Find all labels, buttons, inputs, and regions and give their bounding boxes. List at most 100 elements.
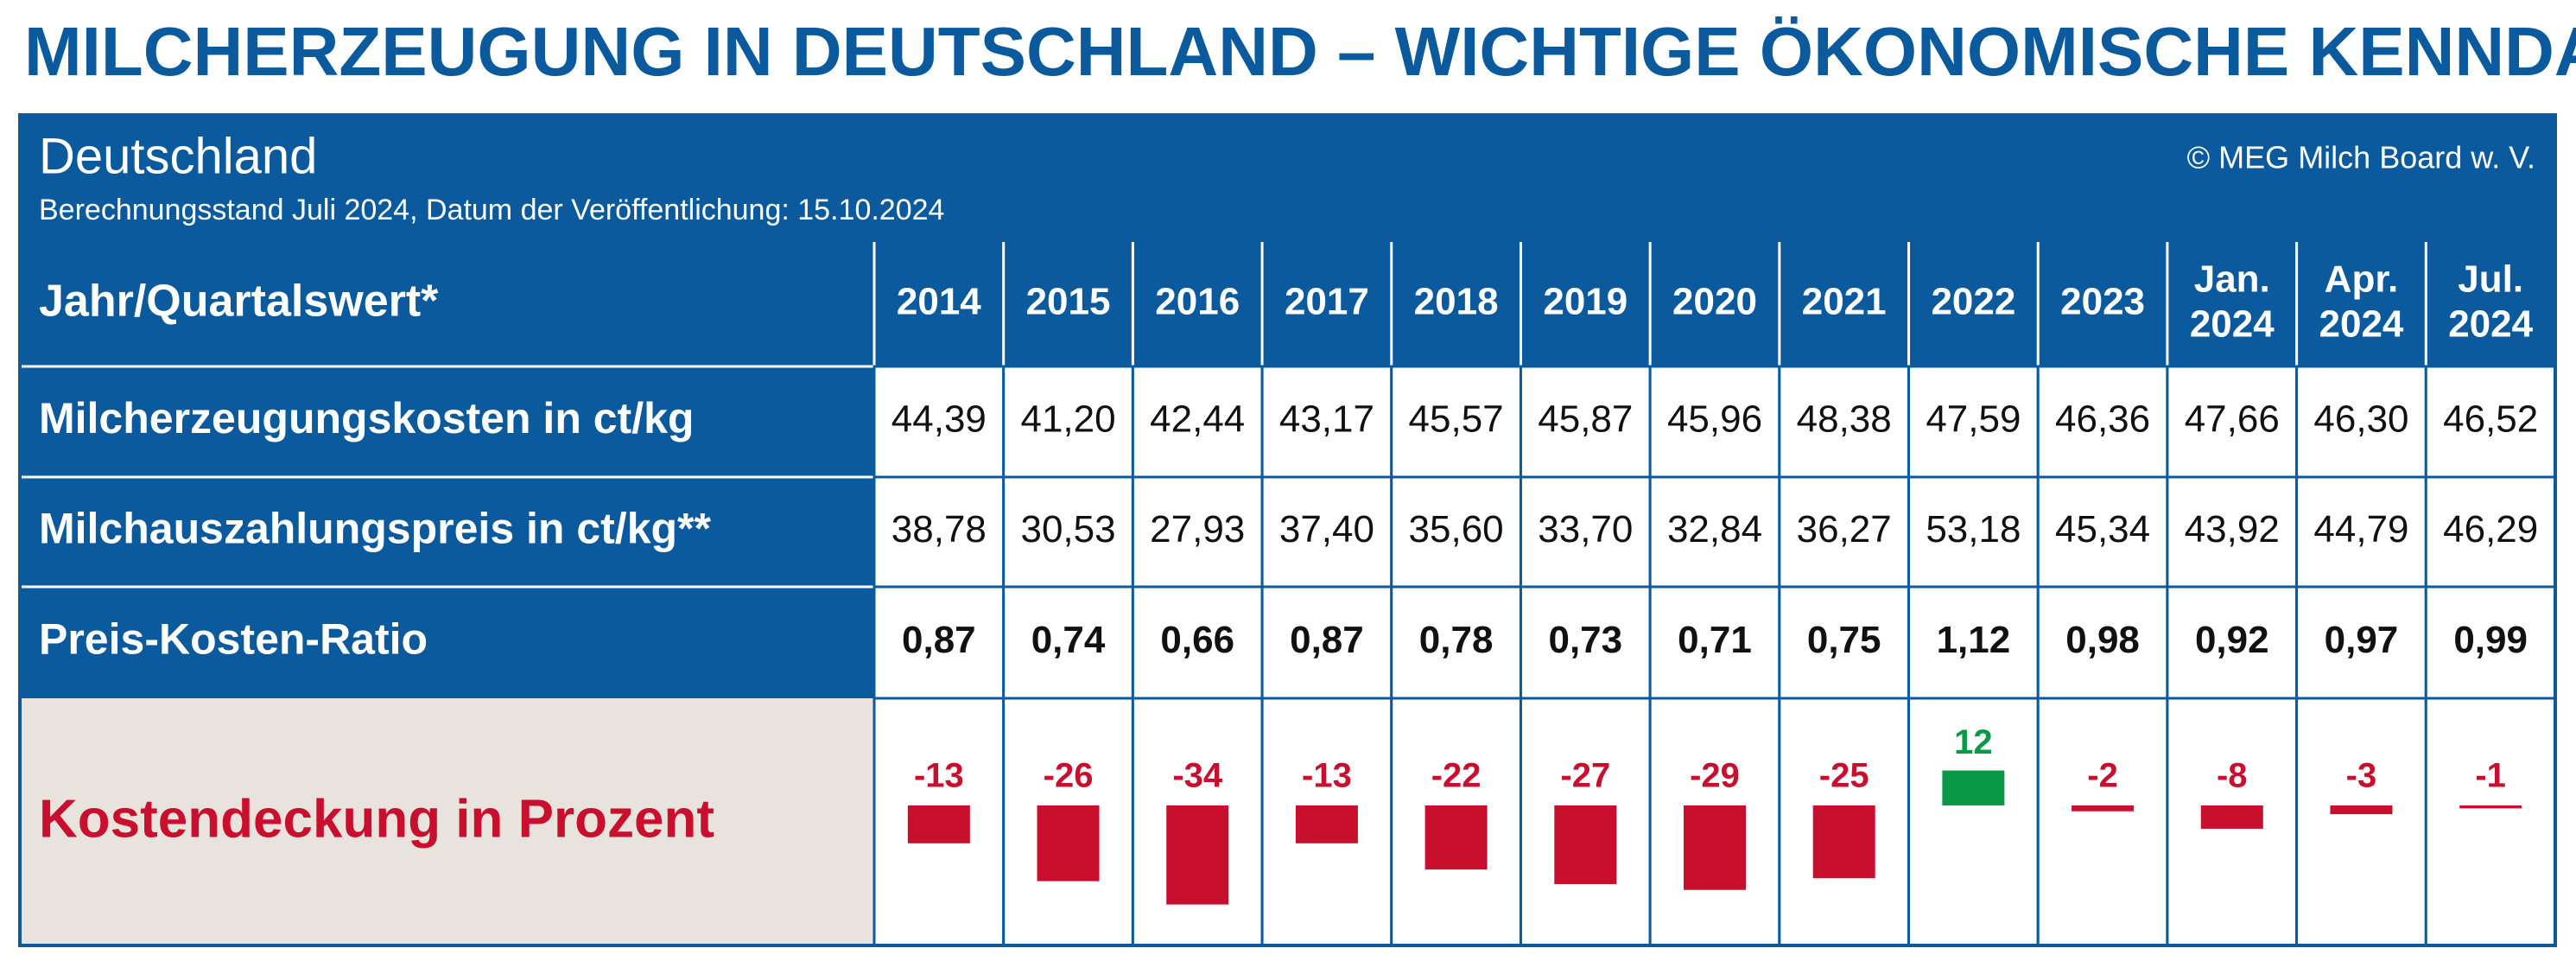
cell-value: 41,20 [1020, 398, 1115, 441]
column-header: 2020 [1672, 281, 1757, 323]
coverage-bar [1684, 805, 1746, 890]
cell [2166, 585, 2299, 700]
cell [2166, 475, 2299, 589]
cell-value: 46,52 [2443, 398, 2538, 441]
cell [1907, 365, 2040, 479]
cell [2036, 365, 2169, 479]
coverage-bar [1812, 805, 1875, 879]
coverage-label: -2 [2087, 757, 2118, 795]
row-label-cell [20, 698, 874, 945]
cell-value: 0,74 [1031, 619, 1106, 661]
column-header: 2023 [2060, 281, 2145, 323]
cell-value: 45,57 [1409, 398, 1504, 441]
coverage-label: -3 [2346, 757, 2377, 795]
cell [1002, 585, 1134, 700]
cell [2295, 365, 2427, 479]
coverage-label: -26 [1044, 757, 1094, 795]
cell-value: 1,12 [1937, 619, 2011, 661]
row-label: Milchauszahlungspreis in ct/kg** [39, 505, 711, 553]
cell-value: 0,73 [1548, 619, 1622, 661]
copyright: © MEG Milch Board w. V. [2187, 140, 2535, 175]
column-header: 2024 [2448, 303, 2533, 346]
row-label: Preis-Kosten-Ratio [39, 615, 428, 664]
coverage-bar [1295, 805, 1358, 843]
column-header: 2021 [1802, 281, 1887, 323]
cell [1002, 365, 1134, 479]
row-label: Kostendeckung in Prozent [39, 789, 714, 849]
coverage-bar [1166, 805, 1229, 905]
cell [1390, 475, 1522, 589]
column-header: 2017 [1285, 281, 1369, 323]
coverage-label: -13 [914, 757, 964, 795]
cell [2036, 697, 2169, 947]
cell [1648, 585, 1781, 700]
column-header: Apr. [2325, 258, 2399, 301]
cell-value: 0,92 [2195, 619, 2269, 661]
cell-value: 46,36 [2055, 398, 2150, 441]
cell [1519, 365, 1652, 479]
cell-value: 44,39 [891, 398, 987, 441]
cell-value: 0,78 [1419, 619, 1494, 661]
column-header: Jan. [2194, 258, 2270, 301]
cell-value: 0,98 [2065, 619, 2140, 661]
cell-value: 48,38 [1797, 398, 1892, 441]
column-header: 2018 [1414, 281, 1499, 323]
cell-value: 45,96 [1667, 398, 1762, 441]
column-header: 2024 [2190, 303, 2275, 346]
cell-value: 43,92 [2185, 508, 2280, 551]
column-header-band [20, 242, 2555, 366]
coverage-bar [1424, 805, 1488, 870]
cell-value: 47,66 [2185, 398, 2280, 441]
cell-value: 46,30 [2313, 398, 2408, 441]
cell [2424, 697, 2557, 947]
coverage-bar [2072, 805, 2135, 811]
subtitle: Berechnungsstand Juli 2024, Datum der Ve… [39, 194, 944, 226]
coverage-bar [2330, 805, 2393, 815]
cell [1131, 585, 1264, 700]
cell [1778, 475, 1911, 589]
column-header: 2015 [1026, 281, 1111, 323]
cell [1648, 365, 1781, 479]
cell-value: 45,87 [1538, 398, 1633, 441]
coverage-label: -8 [2217, 757, 2248, 795]
cell-value: 0,75 [1807, 619, 1881, 661]
cell-value: 38,78 [891, 508, 987, 551]
coverage-bar [1554, 805, 1617, 884]
cell [2424, 585, 2557, 700]
cell-value: 30,53 [1020, 508, 1115, 551]
table-border [18, 113, 2557, 947]
cell [1519, 585, 1652, 700]
title: MILCHERZEUGUNG IN DEUTSCHLAND – WICHTIGE… [24, 13, 2576, 90]
cell-value: 0,97 [2325, 619, 2399, 661]
row-label-cell [20, 587, 874, 698]
coverage-label: 12 [1954, 723, 1993, 761]
cell [2424, 475, 2557, 589]
coverage-label: -13 [1302, 757, 1352, 795]
cell-value: 36,27 [1797, 508, 1892, 551]
coverage-label: -27 [1560, 757, 1610, 795]
coverage-label: -34 [1172, 757, 1223, 795]
coverage-label: -25 [1819, 757, 1869, 795]
column-header: 2019 [1543, 281, 1627, 323]
cell-value: 47,59 [1926, 398, 2021, 441]
cell-value: 42,44 [1150, 398, 1245, 441]
row-header: Jahr/Quartalswert* [39, 277, 439, 327]
coverage-label: -22 [1431, 757, 1482, 795]
coverage-bar [2459, 805, 2522, 809]
cell-value: 35,60 [1409, 508, 1504, 551]
column-header: 2016 [1155, 281, 1240, 323]
row-label-cell [20, 477, 874, 587]
cell [1907, 585, 2040, 700]
cell-value: 0,99 [2453, 619, 2528, 661]
cell [2036, 585, 2169, 700]
column-header: 2024 [2319, 303, 2404, 346]
cell [1131, 365, 1264, 479]
coverage-bar [2200, 805, 2263, 829]
cell [2424, 365, 2557, 479]
cell-value: 33,70 [1538, 508, 1633, 551]
cell [872, 365, 1006, 479]
cell [1648, 475, 1781, 589]
cell-value: 0,71 [1678, 619, 1752, 661]
cell [2295, 697, 2427, 947]
